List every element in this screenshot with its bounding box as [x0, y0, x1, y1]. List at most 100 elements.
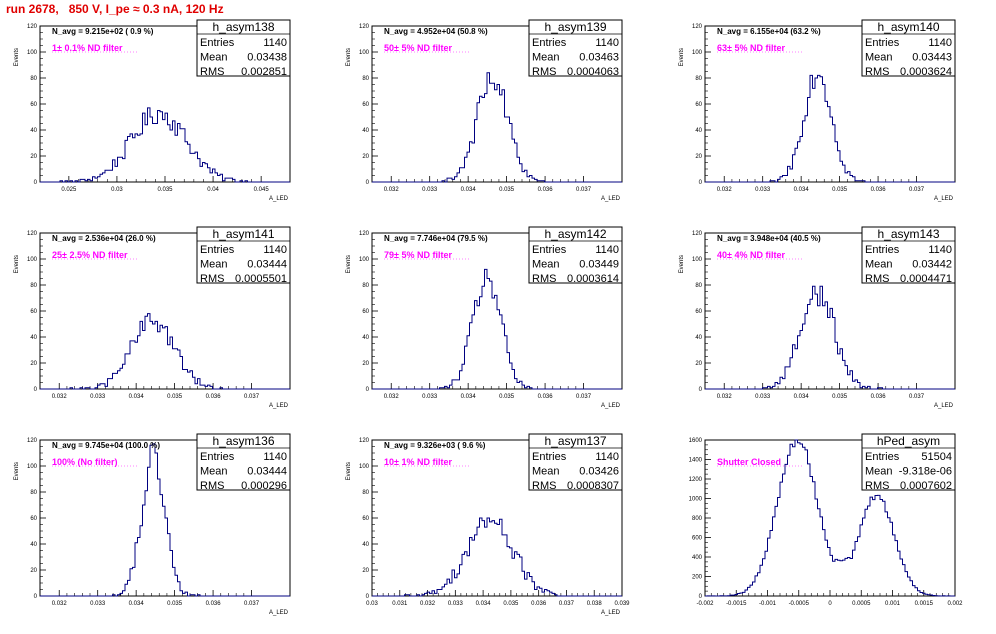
y-tick-label: 100: [359, 464, 370, 470]
stats-value: 0.03463: [579, 52, 619, 64]
x-tick-label: 0.037: [244, 601, 260, 607]
histogram-panel-h_asym138: 0 20 40 60 80 100 120 0.025 0.03 0.035 0.04 0.045 Ev…: [14, 19, 291, 202]
x-tick-label: 0.034: [129, 394, 145, 400]
x-tick-label: 0.0015: [915, 601, 934, 607]
y-tick-label: 1400: [689, 458, 703, 464]
filter-annotation: 50± 5% ND filter: [384, 43, 452, 53]
stats-histogram-name: h_asym139: [544, 20, 606, 34]
filter-annotation: 63± 5% ND filter: [717, 43, 785, 53]
stats-key: RMS: [200, 273, 224, 285]
x-tick-label: 0.034: [794, 394, 810, 400]
y-tick-label: 60: [30, 309, 37, 315]
x-tick-label: 0.001: [885, 601, 901, 607]
histogram-panel-h_asym137: 0 20 40 60 80 100 120 0.03 0.031 0.032 0.033 0.034 0…: [346, 433, 630, 616]
x-tick-label: -0.0015: [726, 601, 747, 607]
stats-key: Mean: [200, 52, 228, 64]
stats-key: Mean: [532, 52, 560, 64]
n-avg-label: N_avg = 4.952e+04 (50.8 %): [384, 27, 488, 36]
y-tick-label: 0: [34, 594, 38, 600]
stats-histogram-name: h_asym143: [877, 227, 939, 241]
y-tick-label: 120: [359, 438, 370, 444]
stats-key: Mean: [532, 259, 560, 271]
stats-histogram-name: h_asym140: [877, 20, 939, 34]
n-avg-label: N_avg = 7.746e+04 (79.5 %): [384, 234, 488, 243]
y-axis-title: Events: [14, 48, 20, 66]
y-axis-title: Events: [14, 462, 20, 480]
stats-value: 1140: [263, 244, 287, 256]
x-tick-label: 0.037: [576, 187, 592, 193]
y-axis-title: Events: [14, 255, 20, 273]
y-tick-label: 20: [695, 154, 702, 160]
y-tick-label: 40: [362, 542, 369, 548]
y-tick-label: 20: [30, 361, 37, 367]
y-tick-label: 80: [362, 283, 369, 289]
stats-value: 51504: [921, 451, 952, 463]
x-tick-label: 0.039: [614, 601, 630, 607]
x-axis-title: A_LED: [934, 196, 954, 202]
stats-value: 0.03442: [912, 259, 952, 271]
x-tick-label: 0.035: [832, 394, 848, 400]
x-tick-label: 0.034: [461, 187, 477, 193]
x-tick-label: 0.036: [206, 601, 222, 607]
x-axis-title: A_LED: [601, 403, 621, 409]
stats-value: 1140: [928, 37, 952, 49]
stats-value: 1140: [928, 244, 952, 256]
y-tick-label: 80: [30, 283, 37, 289]
stats-value: 0.03444: [247, 466, 287, 478]
stats-value: 0.0008307: [567, 480, 619, 492]
x-tick-label: 0.037: [559, 601, 575, 607]
y-tick-label: 120: [692, 231, 703, 237]
x-axis-title: A_LED: [269, 403, 289, 409]
stats-value: 0.03449: [579, 259, 619, 271]
y-tick-label: 20: [30, 568, 37, 574]
y-tick-label: 60: [30, 516, 37, 522]
y-tick-label: 100: [27, 464, 38, 470]
y-tick-label: 40: [30, 335, 37, 341]
stats-histogram-name: h_asym142: [544, 227, 606, 241]
n-avg-label: N_avg = 3.948e+04 (40.5 %): [717, 234, 821, 243]
stats-value: 1140: [263, 37, 287, 49]
y-tick-label: 20: [362, 361, 369, 367]
y-tick-label: 0: [699, 594, 703, 600]
stats-value: 0.03443: [912, 52, 952, 64]
x-tick-label: 0.036: [538, 187, 554, 193]
x-tick-label: 0.037: [244, 394, 260, 400]
stats-value: 0.0003624: [900, 66, 952, 78]
y-tick-label: 100: [27, 257, 38, 263]
y-tick-label: 60: [362, 102, 369, 108]
y-tick-label: 40: [695, 128, 702, 134]
y-axis-title: Events: [346, 462, 352, 480]
x-tick-label: 0.034: [794, 187, 810, 193]
y-tick-label: 100: [692, 257, 703, 263]
x-tick-label: 0.035: [499, 394, 515, 400]
histogram-line: [372, 72, 622, 183]
y-tick-label: 600: [692, 536, 703, 542]
y-tick-label: 0: [699, 387, 703, 393]
histogram-line: [705, 74, 955, 183]
stats-key: Mean: [200, 259, 228, 271]
x-axis-title: A_LED: [934, 403, 954, 409]
histogram-line: [372, 268, 622, 390]
x-tick-label: 0.032: [717, 394, 733, 400]
y-tick-label: 0: [366, 594, 370, 600]
x-tick-label: 0.0005: [852, 601, 871, 607]
stats-value: 0.03426: [579, 466, 619, 478]
y-tick-label: 80: [695, 76, 702, 82]
stats-key: Entries: [532, 451, 567, 463]
x-tick-label: 0.033: [422, 394, 438, 400]
stats-key: Mean: [865, 52, 893, 64]
stats-histogram-name: hPed_asym: [877, 434, 940, 448]
n-avg-label: N_avg = 9.745e+04 (100.0 %): [52, 441, 160, 450]
y-tick-label: 1000: [689, 497, 703, 503]
x-tick-label: 0.037: [576, 394, 592, 400]
y-tick-label: 20: [362, 568, 369, 574]
stats-histogram-name: h_asym136: [212, 434, 274, 448]
histogram-line: [40, 107, 290, 183]
stats-key: Entries: [200, 451, 235, 463]
x-tick-label: 0.035: [499, 187, 515, 193]
filter-annotation: 1± 0.1% ND filter: [52, 43, 123, 53]
histogram-line: [372, 517, 622, 597]
y-tick-label: 120: [692, 24, 703, 30]
y-tick-label: 120: [359, 231, 370, 237]
x-tick-label: 0.034: [129, 601, 145, 607]
